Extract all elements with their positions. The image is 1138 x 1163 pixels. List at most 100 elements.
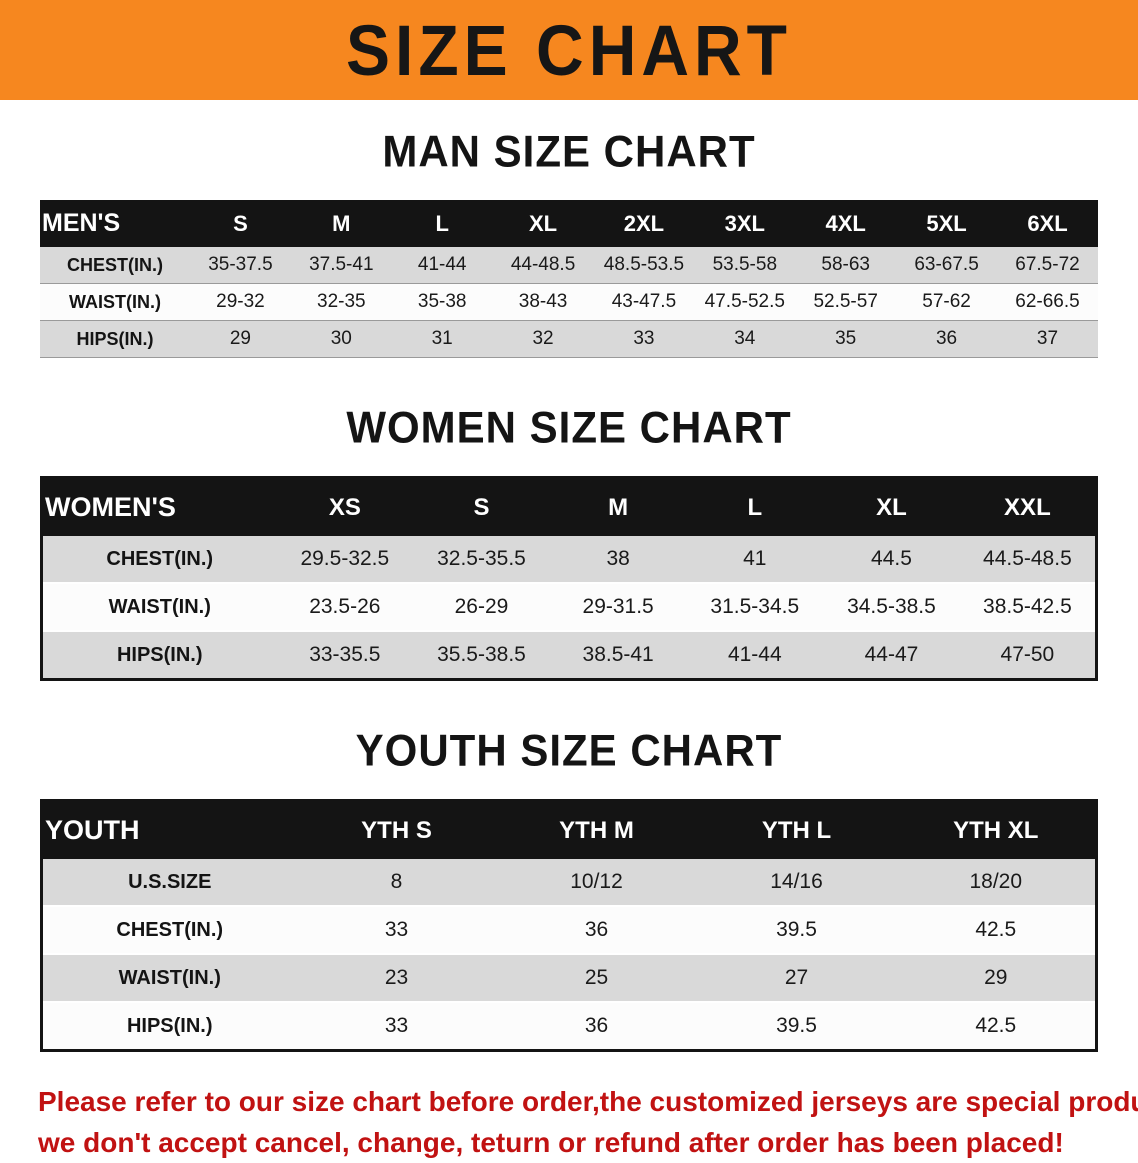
value-cell: 37.5-41 bbox=[309, 254, 374, 275]
men-size-header-cell: S bbox=[233, 210, 248, 236]
value-cell: 33 bbox=[633, 328, 655, 349]
value-cell: 35-38 bbox=[417, 291, 467, 312]
size-chart-banner: SIZE CHART bbox=[0, 0, 1138, 100]
value-cell: 44.5-48.5 bbox=[983, 547, 1072, 570]
value-cell: 23 bbox=[384, 966, 409, 989]
disclaimer: Please refer to our size chart before or… bbox=[0, 1082, 1138, 1163]
youth-size-header-cell: YTH XL bbox=[953, 816, 1039, 844]
value-cell: 23.5-26 bbox=[309, 595, 381, 618]
men-size-table: MEN'S S M L XL 2XL 3XL 4XL 5XL 6XL CHEST(IN.) 35-37… bbox=[40, 200, 1098, 358]
value-cell: 14/16 bbox=[770, 870, 823, 893]
men-size-header-cell: M bbox=[332, 210, 351, 236]
value-cell: 30 bbox=[330, 328, 352, 349]
value-cell: 48.5-53.5 bbox=[603, 254, 685, 275]
youth-table-row: HIPS(IN.) 33 36 39.5 42.5 bbox=[41, 1002, 1097, 1051]
women-size-table: WOMEN'S XS S M L XL XXL CHEST(IN.) 29.5-32.5 32.5… bbox=[40, 476, 1098, 681]
youth-table-header-row: YOUTH YTH S YTH M YTH L YTH XL bbox=[41, 800, 1097, 859]
row-label-cell: CHEST(IN.) bbox=[116, 918, 224, 941]
value-cell: 41 bbox=[743, 547, 767, 570]
value-cell: 32 bbox=[532, 328, 554, 349]
value-cell: 36 bbox=[935, 328, 958, 349]
value-cell: 39.5 bbox=[776, 918, 817, 941]
value-cell: 35-37.5 bbox=[208, 254, 273, 275]
women-size-header-cell: XL bbox=[876, 493, 907, 521]
value-cell: 10/12 bbox=[570, 870, 623, 893]
youth-size-header-cell: YTH M bbox=[559, 816, 634, 844]
men-table-header-row: MEN'S S M L XL 2XL 3XL 4XL 5XL 6XL bbox=[40, 200, 1098, 247]
value-cell: 29-32 bbox=[216, 291, 265, 312]
charts-container: MAN SIZE CHART MEN'S S M L XL 2XL 3XL 4XL 5XL 6XL C… bbox=[0, 127, 1138, 1052]
value-cell: 29-31.5 bbox=[582, 595, 654, 618]
men-size-chart-section: MAN SIZE CHART MEN'S S M L XL 2XL 3XL 4XL 5XL 6XL C… bbox=[0, 127, 1138, 358]
value-cell: 42.5 bbox=[975, 918, 1017, 941]
youth-table-row: WAIST(IN.) 23 25 27 29 bbox=[41, 954, 1097, 1002]
value-cell: 47.5-52.5 bbox=[704, 291, 785, 312]
youth-section-heading: YOUTH SIZE CHART bbox=[355, 725, 783, 776]
men-size-header-cell: 3XL bbox=[724, 210, 765, 236]
men-size-header-cell: 5XL bbox=[926, 210, 967, 236]
value-cell: 29 bbox=[229, 328, 251, 349]
value-cell: 33 bbox=[384, 1014, 409, 1037]
value-cell: 29 bbox=[984, 966, 1008, 989]
value-cell: 43-47.5 bbox=[611, 291, 677, 312]
men-table-row: HIPS(IN.) 29 30 31 32 33 34 35 36 37 bbox=[40, 320, 1098, 358]
women-size-header-cell: M bbox=[608, 493, 629, 521]
women-size-header-cell: S bbox=[473, 493, 490, 521]
value-cell: 34 bbox=[734, 328, 756, 349]
women-size-header-cell: XXL bbox=[1004, 493, 1051, 521]
row-label-cell: U.S.SIZE bbox=[128, 870, 212, 893]
women-size-header-cell: L bbox=[747, 493, 763, 521]
row-label-cell: WAIST(IN.) bbox=[118, 966, 221, 989]
page-title: SIZE CHART bbox=[346, 10, 792, 90]
value-cell: 38.5-41 bbox=[582, 643, 654, 666]
value-cell: 8 bbox=[390, 870, 403, 893]
value-cell: 47-50 bbox=[1000, 643, 1055, 666]
women-table-row: WAIST(IN.) 23.5-26 26-29 29-31.5 31.5-34.5 34… bbox=[41, 583, 1097, 631]
value-cell: 57-62 bbox=[922, 291, 971, 312]
youth-table-row: CHEST(IN.) 33 36 39.5 42.5 bbox=[41, 906, 1097, 954]
value-cell: 26-29 bbox=[454, 595, 509, 618]
value-cell: 31 bbox=[431, 328, 453, 349]
value-cell: 67.5-72 bbox=[1015, 254, 1080, 275]
row-label-cell: WAIST(IN.) bbox=[108, 595, 211, 618]
value-cell: 42.5 bbox=[975, 1014, 1017, 1037]
value-cell: 35 bbox=[835, 328, 857, 349]
value-cell: 41-44 bbox=[417, 254, 467, 275]
value-cell: 44-47 bbox=[864, 643, 919, 666]
women-table-row: CHEST(IN.) 29.5-32.5 32.5-35.5 38 41 44.5 44.5… bbox=[41, 536, 1097, 583]
value-cell: 52.5-57 bbox=[813, 291, 878, 312]
men-size-header-cell: L bbox=[435, 210, 449, 236]
row-label-cell: HIPS(IN.) bbox=[116, 643, 203, 666]
value-cell: 39.5 bbox=[776, 1014, 817, 1037]
youth-table-row: U.S.SIZE 8 10/12 14/16 18/20 bbox=[41, 859, 1097, 906]
men-table-row: CHEST(IN.) 35-37.5 37.5-41 41-44 44-48.5 48.5… bbox=[40, 247, 1098, 284]
value-cell: 63-67.5 bbox=[914, 254, 979, 275]
value-cell: 29.5-32.5 bbox=[300, 547, 390, 570]
women-table-title-cell: WOMEN'S bbox=[45, 492, 176, 522]
women-size-chart-section: WOMEN SIZE CHART WOMEN'S XS S M L XL XXL CHEST(I… bbox=[0, 402, 1138, 681]
value-cell: 33-35.5 bbox=[309, 643, 381, 666]
value-cell: 62-66.5 bbox=[1015, 291, 1080, 312]
value-cell: 32-35 bbox=[317, 291, 366, 312]
value-cell: 38 bbox=[606, 547, 630, 570]
value-cell: 27 bbox=[784, 966, 809, 989]
value-cell: 41-44 bbox=[727, 643, 782, 666]
youth-size-header-cell: YTH L bbox=[761, 816, 832, 844]
men-size-header-cell: 6XL bbox=[1027, 210, 1068, 236]
women-table-header-row: WOMEN'S XS S M L XL XXL bbox=[41, 477, 1097, 536]
youth-size-header-cell: YTH S bbox=[361, 816, 432, 844]
value-cell: 37 bbox=[1036, 328, 1059, 349]
value-cell: 58-63 bbox=[821, 254, 870, 275]
women-section-heading: WOMEN SIZE CHART bbox=[346, 402, 792, 453]
value-cell: 36 bbox=[584, 918, 609, 941]
youth-table-title-cell: YOUTH bbox=[45, 815, 140, 845]
value-cell: 44-48.5 bbox=[510, 254, 576, 275]
value-cell: 44.5 bbox=[871, 547, 912, 570]
value-cell: 36 bbox=[584, 1014, 609, 1037]
men-size-header-cell: 2XL bbox=[623, 210, 665, 236]
men-table-row: WAIST(IN.) 29-32 32-35 35-38 38-43 43-47.5 47.… bbox=[40, 283, 1098, 321]
row-label-cell: CHEST(IN.) bbox=[106, 547, 214, 570]
women-table-row: HIPS(IN.) 33-35.5 35.5-38.5 38.5-41 41-44 44-… bbox=[41, 631, 1097, 680]
value-cell: 38.5-42.5 bbox=[983, 595, 1072, 618]
row-label-cell: WAIST(IN.) bbox=[69, 291, 161, 312]
